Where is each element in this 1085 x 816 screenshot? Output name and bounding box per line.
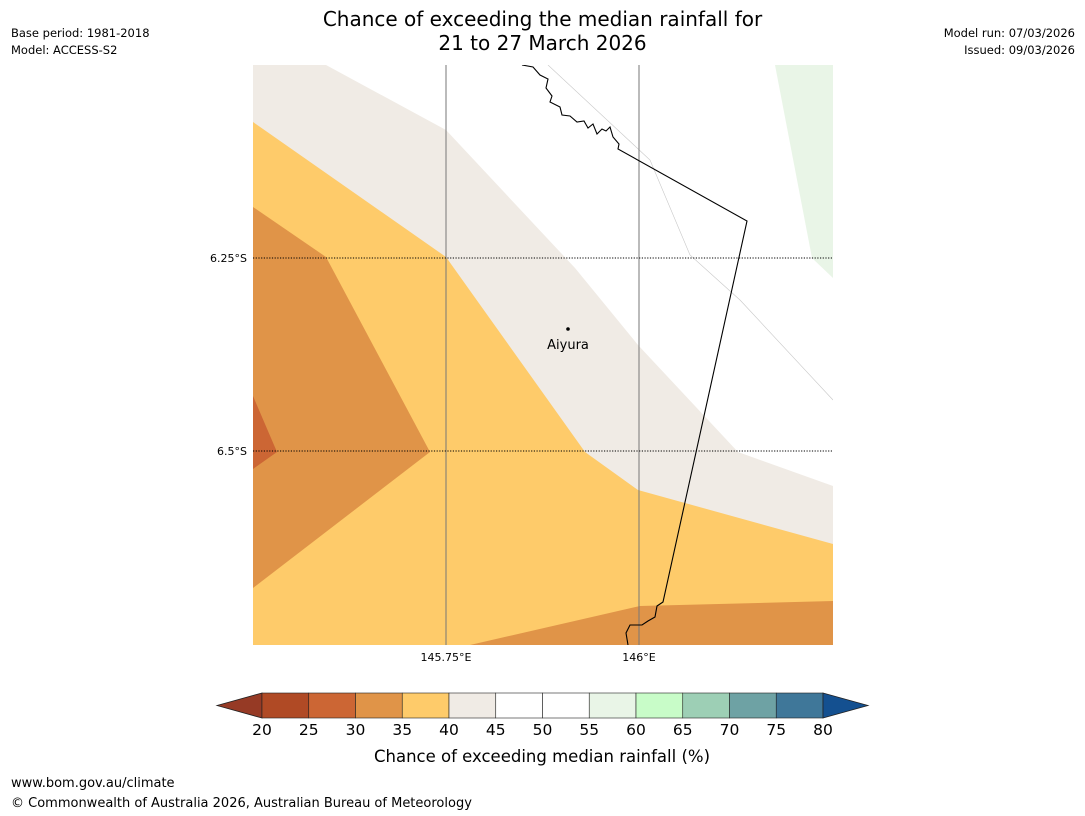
region-30-35-west <box>253 207 430 588</box>
colorbar-segment <box>542 692 590 719</box>
issued-date: Issued: 09/03/2026 <box>964 43 1075 57</box>
colorbar-tick-label: 50 <box>533 721 553 739</box>
colorbar-over-arrow <box>822 692 870 719</box>
base-period: Base period: 1981-2018 <box>11 26 150 40</box>
place-label-aiyura: Aiyura <box>547 338 589 353</box>
colorbar-tick-label: 25 <box>299 721 319 739</box>
lat-label-6-5: 6.5°S <box>217 445 247 458</box>
model-name: Model: ACCESS-S2 <box>11 43 118 57</box>
contour-line <box>547 65 833 401</box>
aiyura-marker <box>566 327 570 331</box>
lon-label-145-75: 145.75°E <box>421 651 472 664</box>
colorbar-tick-label: 40 <box>439 721 459 739</box>
colorbar-tick-label: 80 <box>813 721 833 739</box>
colorbar-tick-label: 35 <box>392 721 412 739</box>
colorbar-tick-label: 75 <box>766 721 786 739</box>
colorbar-segment <box>355 692 403 719</box>
region-35-40 <box>253 122 833 645</box>
map-panel <box>253 65 833 645</box>
colorbar-segment <box>588 692 637 719</box>
colorbar-segment <box>495 692 543 719</box>
colorbar-tick-label: 30 <box>346 721 366 739</box>
colorbar-under-arrow <box>215 692 263 719</box>
title-line-1: Chance of exceeding the median rainfall … <box>322 7 763 31</box>
colorbar-tick-label: 65 <box>673 721 693 739</box>
colorbar-segment <box>682 692 730 719</box>
title-line-2: 21 to 27 March 2026 <box>438 31 647 55</box>
region-55-60 <box>775 65 833 278</box>
colorbar-tick-label: 20 <box>252 721 272 739</box>
meta-left: Base period: 1981-2018 Model: ACCESS-S2 <box>11 25 150 59</box>
colorbar-tick-label: 60 <box>626 721 646 739</box>
map-title: Chance of exceeding the median rainfall … <box>0 7 1085 55</box>
colorbar-segment <box>308 692 356 719</box>
colorbar-segment <box>401 692 450 719</box>
lon-label-146: 146°E <box>622 651 655 664</box>
footer-copyright: © Commonwealth of Australia 2026, Austra… <box>11 796 472 811</box>
colorbar-tick-label: 45 <box>486 721 506 739</box>
colorbar: 20 25 30 35 40 45 50 55 60 65 70 75 80 <box>215 692 870 739</box>
model-run: Model run: 07/03/2026 <box>943 26 1075 40</box>
legend-title: Chance of exceeding median rainfall (%) <box>374 747 710 766</box>
colorbar-segment <box>261 692 310 719</box>
colorbar-segment <box>448 692 497 719</box>
footer-url: www.bom.gov.au/climate <box>11 776 175 791</box>
colorbar-segment <box>775 692 824 719</box>
colorbar-tick-label: 70 <box>720 721 740 739</box>
colorbar-segment <box>635 692 684 719</box>
meta-right: Model run: 07/03/2026 Issued: 09/03/2026 <box>944 25 1075 59</box>
region-30-35-south <box>470 601 833 645</box>
lat-label-6-25: 6.25°S <box>210 252 247 265</box>
province-boundary <box>521 65 748 645</box>
colorbar-segment <box>729 692 777 719</box>
colorbar-tick-label: 55 <box>579 721 599 739</box>
footer: www.bom.gov.au/climate © Commonwealth of… <box>11 774 472 814</box>
